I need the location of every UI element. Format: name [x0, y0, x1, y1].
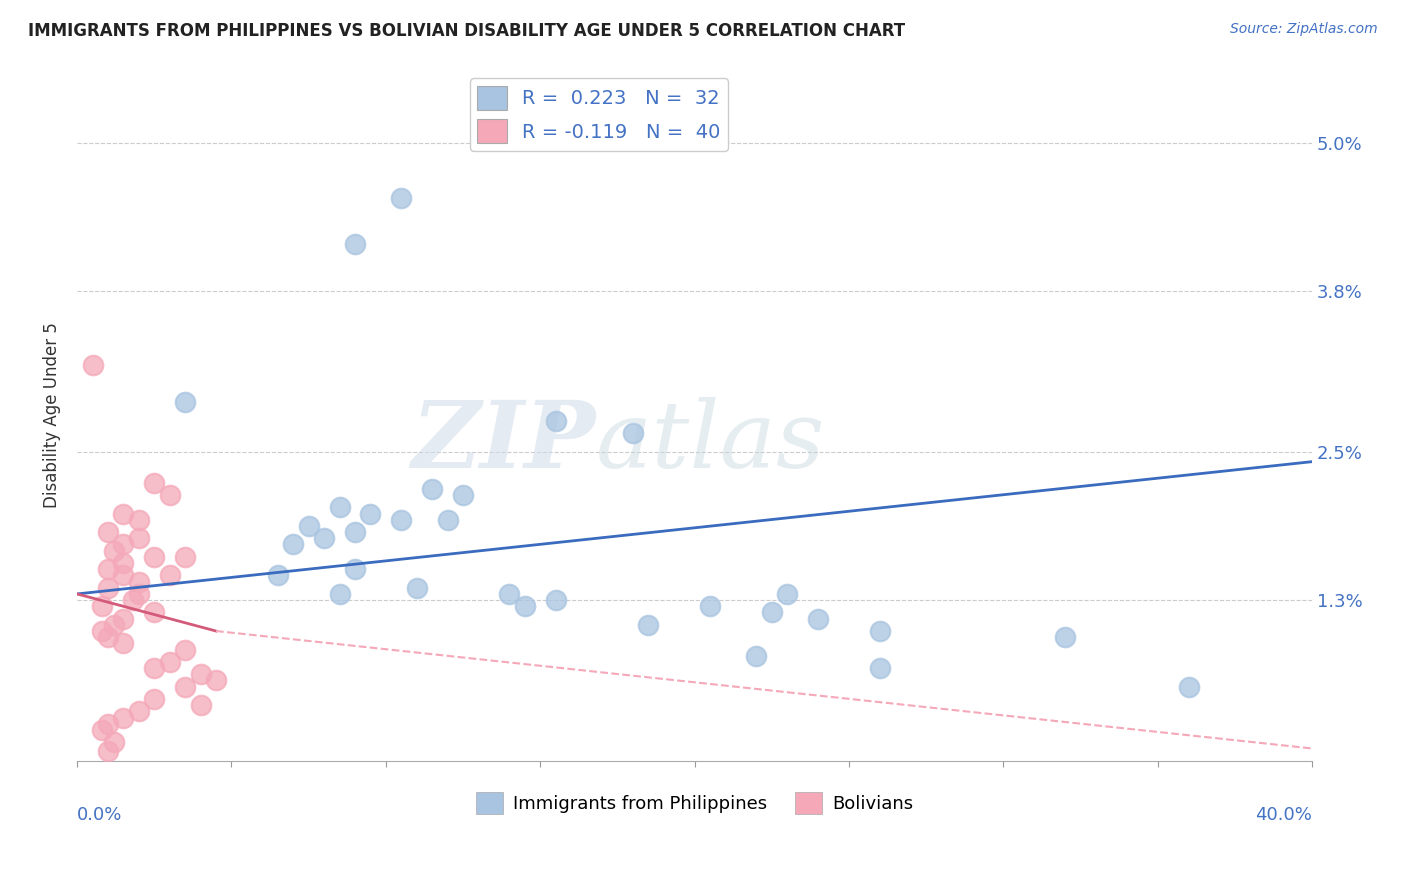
Point	[90, 599, 112, 614]
Point	[283, 537, 305, 551]
Point	[328, 587, 350, 601]
Point	[869, 624, 891, 638]
Point	[143, 692, 166, 706]
Point	[174, 680, 197, 694]
Point	[343, 525, 366, 540]
Point	[544, 414, 567, 428]
Point	[103, 543, 125, 558]
Point	[359, 507, 381, 521]
Point	[745, 648, 768, 663]
Point	[1177, 680, 1199, 694]
Point	[143, 549, 166, 564]
Point	[637, 617, 659, 632]
Point	[128, 587, 150, 601]
Point	[776, 587, 799, 601]
Point	[90, 624, 112, 638]
Point	[343, 237, 366, 252]
Point	[97, 630, 120, 644]
Point	[1054, 630, 1077, 644]
Point	[128, 574, 150, 589]
Point	[389, 513, 412, 527]
Point	[807, 612, 830, 626]
Point	[97, 581, 120, 595]
Point	[544, 593, 567, 607]
Point	[761, 606, 783, 620]
Point	[436, 513, 458, 527]
Point	[97, 562, 120, 576]
Text: 0.0%: 0.0%	[77, 805, 122, 824]
Point	[314, 531, 336, 545]
Text: atlas: atlas	[596, 397, 825, 487]
Point	[159, 655, 181, 669]
Point	[298, 519, 321, 533]
Point	[190, 698, 212, 713]
Point	[451, 488, 474, 502]
Point	[405, 581, 427, 595]
Point	[112, 507, 135, 521]
Point	[121, 593, 143, 607]
Point	[128, 531, 150, 545]
Point	[112, 612, 135, 626]
Y-axis label: Disability Age Under 5: Disability Age Under 5	[44, 322, 60, 508]
Point	[159, 488, 181, 502]
Point	[420, 482, 443, 496]
Point	[90, 723, 112, 737]
Point	[205, 673, 228, 688]
Point	[97, 525, 120, 540]
Text: Source: ZipAtlas.com: Source: ZipAtlas.com	[1230, 22, 1378, 37]
Point	[159, 568, 181, 582]
Point	[128, 705, 150, 719]
Point	[143, 661, 166, 675]
Point	[699, 599, 721, 614]
Point	[389, 191, 412, 205]
Text: IMMIGRANTS FROM PHILIPPINES VS BOLIVIAN DISABILITY AGE UNDER 5 CORRELATION CHART: IMMIGRANTS FROM PHILIPPINES VS BOLIVIAN …	[28, 22, 905, 40]
Point	[621, 426, 644, 441]
Point	[267, 568, 290, 582]
Point	[103, 735, 125, 749]
Point	[190, 667, 212, 681]
Point	[112, 568, 135, 582]
Point	[343, 562, 366, 576]
Point	[513, 599, 536, 614]
Point	[328, 500, 350, 515]
Point	[143, 606, 166, 620]
Point	[112, 556, 135, 570]
Point	[174, 395, 197, 409]
Point	[174, 642, 197, 657]
Point	[103, 617, 125, 632]
Legend: Immigrants from Philippines, Bolivians: Immigrants from Philippines, Bolivians	[468, 785, 921, 821]
Point	[112, 537, 135, 551]
Point	[143, 475, 166, 490]
Point	[869, 661, 891, 675]
Text: 40.0%: 40.0%	[1256, 805, 1312, 824]
Text: ZIP: ZIP	[412, 397, 596, 487]
Point	[97, 716, 120, 731]
Point	[97, 744, 120, 758]
Point	[128, 513, 150, 527]
Point	[112, 710, 135, 724]
Point	[112, 636, 135, 650]
Point	[174, 549, 197, 564]
Point	[82, 358, 104, 372]
Point	[498, 587, 520, 601]
